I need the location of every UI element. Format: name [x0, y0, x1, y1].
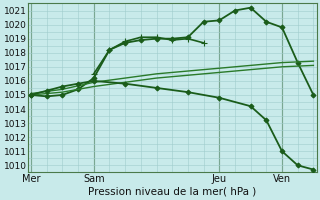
X-axis label: Pression niveau de la mer( hPa ): Pression niveau de la mer( hPa ) [88, 187, 256, 197]
